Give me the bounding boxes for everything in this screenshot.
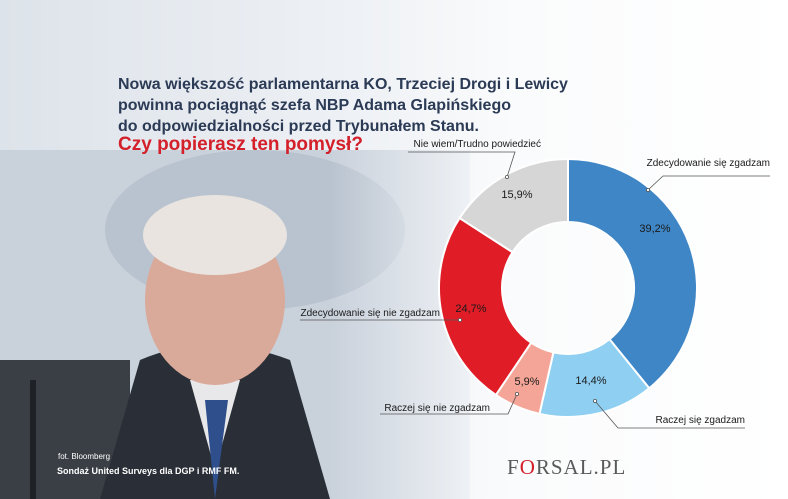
slice-value-label: 5,9% bbox=[514, 376, 539, 388]
survey-question: Czy popierasz ten pomysł? bbox=[118, 134, 363, 155]
slice-category-label: Zdecydowanie się nie zgadzam bbox=[300, 308, 440, 319]
forsal-logo: FORSAL.PL bbox=[507, 455, 626, 480]
source-note: Sondaż United Surveys dla DGP i RMF FM. bbox=[57, 466, 240, 476]
logo-suffix: RSAL.PL bbox=[535, 455, 627, 479]
photo-credit: fot. Bloomberg bbox=[58, 452, 111, 461]
title-line: Nowa większość parlamentarna KO, Trzecie… bbox=[118, 76, 568, 93]
title-line: do odpowiedzialności przed Trybunałem St… bbox=[118, 118, 479, 135]
leader-dot bbox=[593, 398, 598, 403]
photo-placeholder bbox=[0, 150, 470, 499]
leader-dot bbox=[646, 187, 651, 192]
logo-o: O bbox=[519, 455, 536, 479]
leader-dot bbox=[515, 391, 520, 396]
donut-slice bbox=[567, 157, 698, 390]
leader-line bbox=[594, 400, 745, 429]
donut-slice bbox=[458, 157, 569, 254]
slice-category-label: Raczej się nie zgadzam bbox=[384, 403, 490, 414]
title-line: powinna pociągnąć szefa NBP Adama Glapiń… bbox=[118, 97, 511, 114]
slice-category-label: Zdecydowanie się zgadzam bbox=[647, 158, 770, 169]
donut-slice bbox=[438, 216, 533, 397]
leader-dot bbox=[504, 174, 509, 179]
leader-line bbox=[380, 393, 518, 415]
slice-value-label: 39,2% bbox=[639, 223, 670, 235]
leader-line bbox=[408, 151, 516, 178]
slice-category-label: Raczej się zgadzam bbox=[656, 415, 745, 426]
slice-value-label: 15,9% bbox=[501, 189, 532, 201]
leader-dot bbox=[457, 317, 462, 322]
leader-line bbox=[647, 175, 770, 191]
slice-category-label: Nie wiem/Trudno powiedzieć bbox=[414, 139, 541, 150]
slice-value-label: 14,4% bbox=[575, 375, 606, 387]
logo-prefix: F bbox=[507, 455, 520, 479]
chart-title: Nowa większość parlamentarna KO, Trzecie… bbox=[118, 74, 568, 137]
slice-value-label: 24,7% bbox=[455, 303, 486, 315]
